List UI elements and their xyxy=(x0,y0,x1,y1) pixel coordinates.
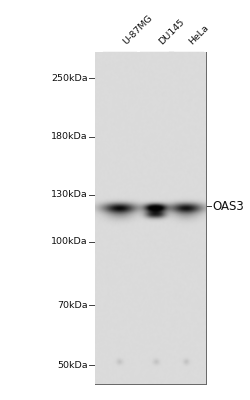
Text: 100kDa: 100kDa xyxy=(51,237,88,246)
Text: 70kDa: 70kDa xyxy=(57,301,88,310)
Text: 250kDa: 250kDa xyxy=(51,74,88,83)
Text: 130kDa: 130kDa xyxy=(51,190,88,200)
Text: DU145: DU145 xyxy=(157,17,186,46)
Text: HeLa: HeLa xyxy=(186,23,210,46)
Text: OAS3: OAS3 xyxy=(211,200,243,213)
Text: 180kDa: 180kDa xyxy=(51,132,88,142)
Text: 50kDa: 50kDa xyxy=(57,361,88,370)
Text: U-87MG: U-87MG xyxy=(120,13,154,46)
